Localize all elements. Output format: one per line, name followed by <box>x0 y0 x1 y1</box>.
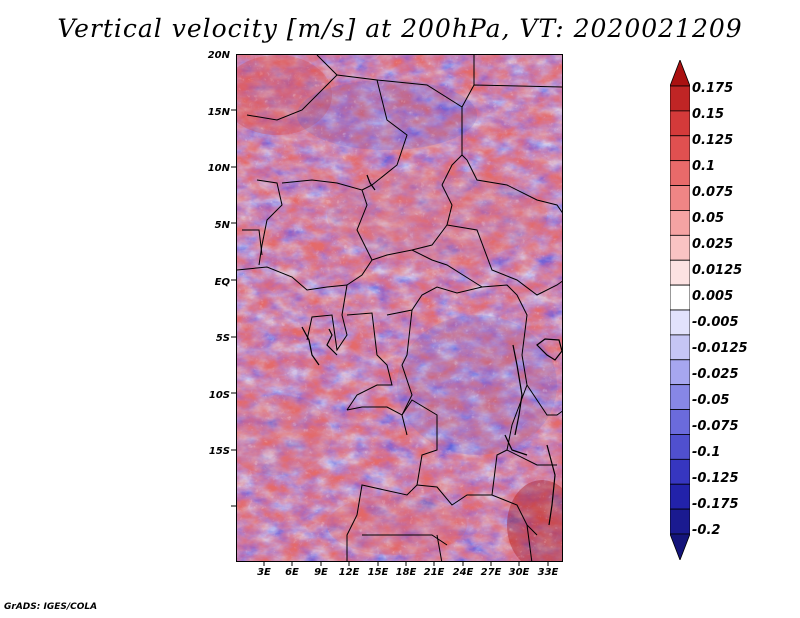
colorbar-segment <box>670 384 690 410</box>
chart-title: Vertical velocity [m/s] at 200hPa, VT: 2… <box>57 14 743 43</box>
colorbar-label: -0.2 <box>692 523 721 538</box>
velocity-field-map <box>237 55 562 561</box>
colorbar-segment <box>670 483 690 510</box>
map-panel <box>236 54 563 562</box>
colorbar-label: -0.0125 <box>692 341 748 356</box>
colorbar-label: 0.15 <box>692 107 725 122</box>
colorbar-segment <box>670 234 690 261</box>
colorbar-segment <box>670 210 690 236</box>
lon-label-24e: 24E <box>452 567 474 578</box>
colorbar-label: 0.1 <box>692 159 716 174</box>
lon-label-27e: 27E <box>480 567 502 578</box>
colorbar-segment <box>670 135 690 162</box>
colorbar-label: -0.075 <box>692 419 739 434</box>
colorbar-label: 0.025 <box>692 237 734 252</box>
colorbar-label: -0.05 <box>692 393 730 408</box>
colorbar-label: -0.025 <box>692 367 739 382</box>
lon-label-12e: 12E <box>338 567 360 578</box>
lat-label-10s: 10S <box>208 390 230 401</box>
lon-label-3e: 3E <box>257 567 271 578</box>
lon-label-6e: 6E <box>285 567 299 578</box>
colorbar-segment <box>670 309 690 336</box>
lat-label-15s: 15S <box>208 446 230 457</box>
lon-label-18e: 18E <box>395 567 417 578</box>
lon-label-21e: 21E <box>423 567 445 578</box>
lon-label-15e: 15E <box>367 567 389 578</box>
lat-label-5s: 5S <box>215 333 230 344</box>
colorbar-label: 0.0125 <box>692 263 743 278</box>
colorbar <box>670 60 690 560</box>
colorbar-segment <box>670 185 690 211</box>
lon-label-33e: 33E <box>537 567 559 578</box>
colorbar-segment <box>670 60 690 87</box>
footer-credit: GrADS: IGES/COLA <box>4 602 98 612</box>
lat-label-20n: 20N <box>207 50 230 61</box>
colorbar-label: 0.125 <box>692 133 734 148</box>
colorbar-segment <box>670 160 690 186</box>
colorbar-label: -0.125 <box>692 471 739 486</box>
colorbar-segment <box>670 259 690 286</box>
colorbar-label: 0.175 <box>692 81 734 96</box>
lon-label-9e: 9E <box>314 567 328 578</box>
lat-ticks <box>231 109 237 507</box>
colorbar-label: 0.075 <box>692 185 734 200</box>
lon-label-30e: 30E <box>508 567 530 578</box>
country-borders <box>237 55 562 561</box>
colorbar-label: -0.005 <box>692 315 739 330</box>
colorbar-segment <box>670 334 690 361</box>
colorbar-segment <box>670 110 690 137</box>
colorbar-segment <box>670 359 690 386</box>
colorbar-segment <box>670 409 690 435</box>
lat-label-eq: EQ <box>214 277 230 288</box>
colorbar-label: -0.175 <box>692 497 739 512</box>
colorbar-label: -0.1 <box>692 445 721 460</box>
colorbar-segment <box>670 434 690 460</box>
lon-ticks <box>263 561 549 566</box>
lat-label-15n: 15N <box>207 107 230 118</box>
colorbar-segment <box>670 533 690 560</box>
colorbar-segment <box>670 508 690 535</box>
colorbar-segment <box>670 284 690 311</box>
colorbar-label: 0.005 <box>692 289 734 304</box>
lat-label-5n: 5N <box>214 220 230 231</box>
lat-label-10n: 10N <box>207 163 230 174</box>
colorbar-segment <box>670 85 690 112</box>
colorbar-label: 0.05 <box>692 211 725 226</box>
colorbar-segment <box>670 458 690 485</box>
